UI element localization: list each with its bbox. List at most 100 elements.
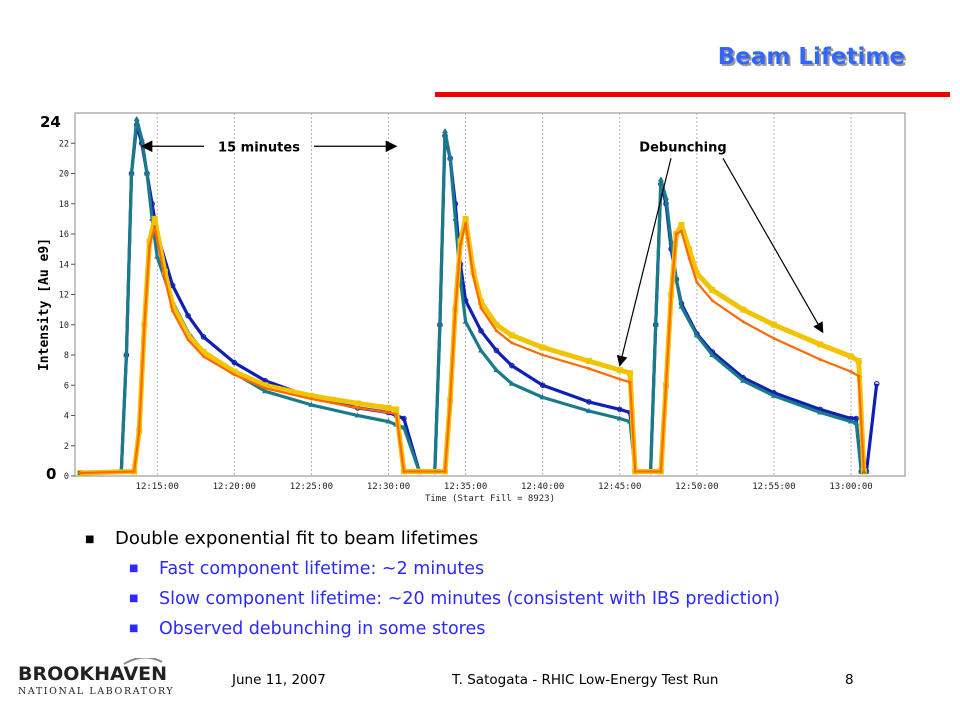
data-point xyxy=(849,370,853,374)
data-point xyxy=(154,253,161,259)
data-point xyxy=(479,306,483,310)
data-point xyxy=(659,469,663,473)
y-tick-label: 14 xyxy=(59,260,69,270)
data-point xyxy=(478,328,484,334)
data-point xyxy=(586,399,592,405)
data-point xyxy=(151,215,158,222)
x-tick-label: 12:30:00 xyxy=(367,482,410,492)
data-point xyxy=(848,418,855,424)
data-point xyxy=(709,352,716,357)
data-point xyxy=(539,344,546,351)
logo-subtext: NATIONAL LABORATORY xyxy=(18,686,174,697)
y-axis-label: Intensity [Au e9] xyxy=(37,238,52,371)
bullet-marker-icon: ■ xyxy=(129,593,139,604)
data-point xyxy=(356,406,360,410)
data-point xyxy=(674,232,678,236)
bullet-main: ■ Double exponential fit to beam lifetime… xyxy=(85,523,925,554)
intensity-chart: 12:15:00 12:20:00 12:25:00 12:30:00 12:35:00… xyxy=(37,112,906,504)
x-tick-label: 13:00:00 xyxy=(829,482,872,492)
data-point xyxy=(695,280,699,284)
annotation-arrow xyxy=(722,157,824,334)
y-tick-label: 8 xyxy=(64,351,69,361)
data-point xyxy=(510,341,514,345)
data-point xyxy=(354,400,361,407)
x-tick-label: 12:50:00 xyxy=(675,482,718,492)
data-point xyxy=(436,321,443,327)
data-point xyxy=(153,224,157,228)
y-tick-label: 0 xyxy=(64,472,69,482)
data-point xyxy=(679,229,683,233)
data-point xyxy=(493,367,500,373)
data-point xyxy=(163,277,167,281)
x-tick-label: 12:35:00 xyxy=(444,482,487,492)
bullet-marker-icon: ■ xyxy=(85,533,95,545)
bullet-marker-icon: ■ xyxy=(129,623,139,634)
data-point xyxy=(770,392,777,398)
data-point xyxy=(848,353,855,360)
series-4 xyxy=(78,221,866,475)
brookhaven-logo: BROOKHAVEN NATIONAL LABORATORY xyxy=(18,658,174,697)
data-point xyxy=(385,404,392,411)
data-point xyxy=(628,380,632,384)
data-point xyxy=(137,429,141,433)
y-tick-label: 18 xyxy=(59,200,69,210)
data-point xyxy=(669,293,673,296)
data-point xyxy=(616,415,623,421)
data-point xyxy=(678,303,685,309)
data-point xyxy=(402,469,406,473)
data-point xyxy=(385,418,392,424)
data-point xyxy=(201,355,205,359)
x-tick-label: 12:45:00 xyxy=(598,482,641,492)
data-point xyxy=(442,128,449,134)
logo-text: BROOKHAVEN xyxy=(18,663,167,685)
data-point xyxy=(539,394,546,400)
data-point xyxy=(308,401,315,407)
data-point xyxy=(541,353,545,357)
data-point xyxy=(185,312,191,319)
page-number: 8 xyxy=(845,672,854,688)
data-point xyxy=(400,424,407,430)
data-point xyxy=(618,377,622,381)
data-point xyxy=(616,406,623,413)
data-point xyxy=(657,176,664,182)
data-point xyxy=(710,299,714,303)
annotation-debunching: Debunching xyxy=(639,140,726,155)
plot-area xyxy=(74,112,906,477)
y-end-label-bottom: 0 xyxy=(46,465,56,483)
data-point xyxy=(401,415,407,422)
bullet-sub-text: Fast component lifetime: ~2 minutes xyxy=(159,559,485,579)
bullet-sub-2: ■ Slow component lifetime: ~20 minutes (c… xyxy=(85,584,925,614)
data-point xyxy=(133,116,140,122)
data-point xyxy=(171,309,175,313)
data-point xyxy=(132,469,136,473)
footer-date: June 11, 2007 xyxy=(232,672,326,688)
bullet-sub-text: Slow component lifetime: ~20 minutes (co… xyxy=(159,589,780,609)
bullet-list: ■ Double exponential fit to beam lifetime… xyxy=(85,523,925,644)
slide-title: Beam Lifetime xyxy=(717,44,905,70)
y-tick-label: 12 xyxy=(59,291,69,301)
x-tick-label: 12:15:00 xyxy=(136,482,179,492)
data-point xyxy=(818,358,822,362)
data-point xyxy=(464,221,468,225)
data-point xyxy=(509,362,515,369)
data-point xyxy=(687,256,691,260)
data-point xyxy=(539,382,546,389)
data-point xyxy=(453,308,457,312)
footer: June 11, 2007 T. Satogata - RHIC Low-Ene… xyxy=(0,662,960,702)
bullet-sub-1: ■ Fast component lifetime: ~2 minutes xyxy=(85,554,925,584)
data-point xyxy=(393,406,400,413)
y-tick-label: 20 xyxy=(59,170,69,180)
data-point xyxy=(853,420,860,426)
data-point xyxy=(452,215,459,221)
data-point xyxy=(678,221,685,228)
data-point xyxy=(478,347,485,353)
title-rule xyxy=(435,92,950,97)
data-point xyxy=(873,380,880,387)
data-point xyxy=(817,409,824,415)
y-tick-label: 22 xyxy=(59,139,69,149)
data-point xyxy=(263,386,267,390)
bullet-main-text: Double exponential fit to beam lifetimes xyxy=(115,528,479,549)
data-point xyxy=(862,469,866,473)
y-tick-label: 6 xyxy=(64,381,69,391)
y-tick-label: 2 xyxy=(64,442,69,452)
